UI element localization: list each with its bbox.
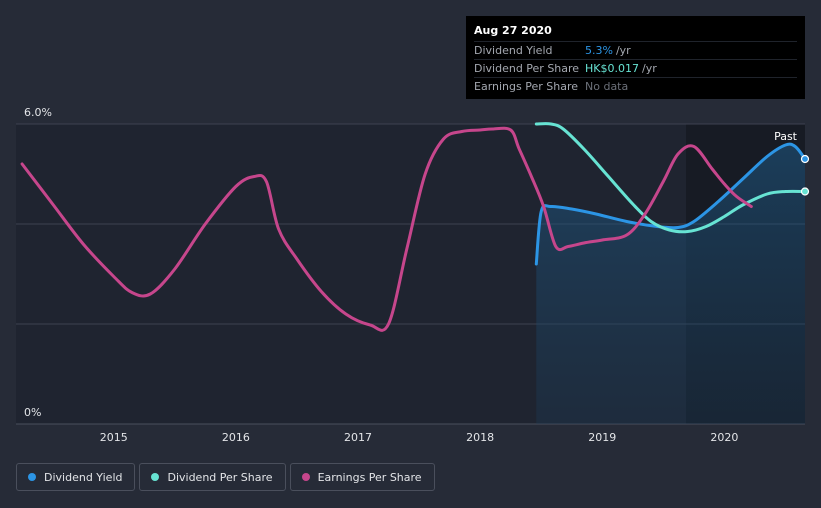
legend-item-dividend-yield[interactable]: Dividend Yield: [16, 463, 136, 491]
tooltip-row-earnings-per-share: Earnings Per Share No data: [474, 77, 797, 95]
x-tick-label: 2020: [710, 431, 738, 444]
dividend-per-share-endpoint: [800, 187, 810, 196]
y-axis: 6.0% 0%: [24, 106, 52, 419]
legend-label: Dividend Yield: [44, 470, 123, 484]
legend-item-dividend-per-share[interactable]: Dividend Per Share: [139, 463, 286, 491]
tooltip-value: No data: [585, 80, 629, 93]
legend-label: Earnings Per Share: [317, 470, 422, 484]
tooltip: Aug 27 2020 Dividend Yield 5.3% /yr Divi…: [466, 16, 805, 99]
dividend-yield-line: [534, 142, 807, 266]
x-tick-label: 2016: [222, 431, 250, 444]
endpoint-layer: [800, 154, 810, 196]
tooltip-date: Aug 27 2020: [474, 24, 552, 37]
legend-dot-icon: [151, 473, 160, 481]
y-tick-label: 6.0%: [24, 106, 52, 119]
x-tick-label: 2015: [100, 431, 128, 444]
tooltip-label: Earnings Per Share: [474, 80, 579, 93]
tooltip-unit: /yr: [615, 44, 631, 57]
y-tick-label: 0%: [24, 406, 41, 419]
tooltip-label: Dividend Yield: [474, 44, 553, 57]
legend: Dividend Yield Dividend Per Share Earnin…: [16, 463, 435, 491]
dividend-per-share-line: [534, 122, 807, 234]
x-tick-label: 2017: [344, 431, 372, 444]
past-label: Past: [774, 130, 798, 143]
legend-item-earnings-per-share[interactable]: Earnings Per Share: [289, 463, 435, 491]
x-tick-label: 2019: [588, 431, 616, 444]
x-tick-label: 2018: [466, 431, 494, 444]
tooltip-row-dividend-per-share: Dividend Per Share HK$0.017 /yr: [474, 59, 797, 77]
line-layer: [20, 122, 807, 332]
tooltip-unit: /yr: [641, 62, 657, 75]
tooltip-value: 5.3%: [585, 44, 613, 57]
tooltip-value: HK$0.017: [585, 62, 639, 75]
legend-dot-icon: [28, 473, 36, 481]
tooltip-label: Dividend Per Share: [474, 62, 580, 75]
x-axis: 2015 2016 2017 2018 2019 2020: [100, 431, 739, 444]
dividend-yield-endpoint: [800, 154, 810, 164]
legend-label: Dividend Per Share: [167, 470, 273, 484]
legend-dot-icon: [301, 473, 310, 481]
dividend-yield-area: [536, 144, 805, 424]
tooltip-row-dividend-yield: Dividend Yield 5.3% /yr: [474, 41, 797, 59]
area-layer: [536, 144, 805, 424]
earnings-per-share-line: [20, 126, 753, 332]
